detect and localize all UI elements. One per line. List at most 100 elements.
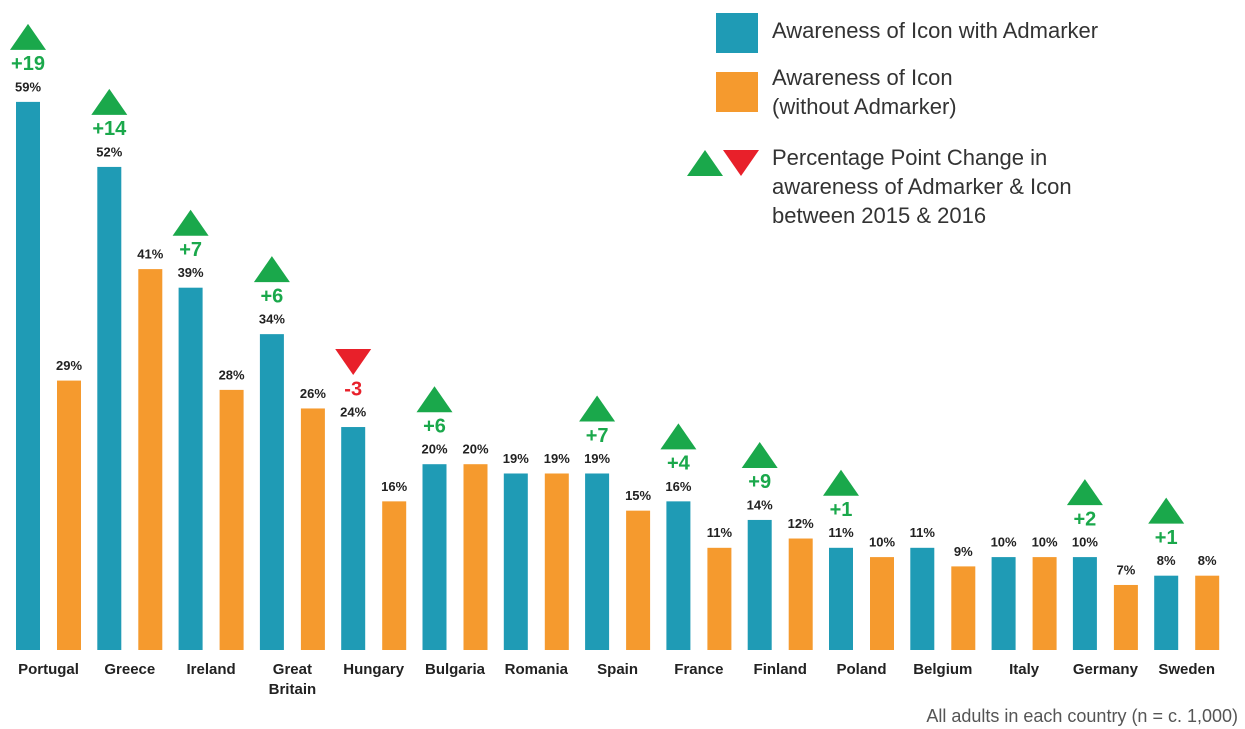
footnote: All adults in each country (n = c. 1,000… xyxy=(926,706,1238,726)
value-label: 11% xyxy=(707,525,733,540)
legend-swatch xyxy=(716,13,758,53)
value-label: 12% xyxy=(788,516,814,531)
value-label: 26% xyxy=(300,386,326,401)
bar xyxy=(666,501,691,650)
x-tick-label: Bulgaria xyxy=(425,661,486,678)
value-label: 29% xyxy=(56,358,82,373)
value-label: 10% xyxy=(869,535,895,550)
x-tick-label: Greece xyxy=(104,661,155,678)
x-tick-label: Italy xyxy=(1009,661,1040,678)
change-marker xyxy=(416,386,453,413)
value-label: 7% xyxy=(1117,562,1136,577)
value-label: 11% xyxy=(828,525,854,540)
change-marker xyxy=(1066,479,1103,506)
x-tick-label: Belgium xyxy=(913,661,972,678)
bar xyxy=(788,538,813,650)
bar xyxy=(626,510,651,650)
change-label: +4 xyxy=(667,453,691,475)
legend-label: Awareness of Icon (without Admarker) xyxy=(772,65,957,119)
bar xyxy=(1154,575,1179,650)
legend-marker xyxy=(723,150,759,176)
bar xyxy=(422,464,447,650)
legend-marker xyxy=(687,150,723,176)
change-label: -3 xyxy=(344,378,362,400)
legend-swatch xyxy=(716,72,758,112)
change-marker xyxy=(823,469,859,496)
legend-label: Percentage Point Change in awareness of A… xyxy=(772,145,1072,228)
value-label: 11% xyxy=(910,525,936,540)
legend-label: Awareness of Icon with Admarker xyxy=(772,18,1098,43)
change-label: +7 xyxy=(179,239,202,261)
value-label: 16% xyxy=(381,479,407,494)
bar xyxy=(259,334,284,650)
bar xyxy=(707,547,732,650)
value-label: 52% xyxy=(96,144,122,159)
bar xyxy=(503,473,528,650)
bar xyxy=(178,287,203,650)
change-marker xyxy=(91,88,128,115)
value-label: 19% xyxy=(584,451,610,466)
x-tick-label: Portugal xyxy=(18,661,79,678)
value-label: 14% xyxy=(747,497,773,512)
value-label: 10% xyxy=(1032,535,1058,550)
bar xyxy=(829,547,853,650)
value-label: 19% xyxy=(544,451,570,466)
change-label: +6 xyxy=(260,285,283,307)
x-tick-label: Germany xyxy=(1073,661,1139,678)
value-label: 15% xyxy=(625,488,651,503)
change-label: +6 xyxy=(423,415,446,437)
x-tick-label: Romania xyxy=(505,661,569,678)
change-label: +19 xyxy=(11,53,45,75)
bar xyxy=(1195,575,1220,650)
bar xyxy=(585,473,610,650)
x-tick-label: Hungary xyxy=(343,661,405,678)
change-label: +7 xyxy=(586,425,609,447)
change-label: +1 xyxy=(830,499,853,521)
change-marker xyxy=(1148,497,1185,524)
value-label: 20% xyxy=(421,442,447,457)
x-tick-label: Finland xyxy=(754,661,807,678)
bar xyxy=(97,166,122,651)
bar xyxy=(1113,584,1138,650)
change-marker xyxy=(10,23,46,50)
bar xyxy=(138,269,163,650)
change-marker xyxy=(335,349,372,376)
change-marker xyxy=(253,256,290,283)
bar xyxy=(870,557,894,650)
bar xyxy=(951,566,976,650)
value-label: 59% xyxy=(15,79,41,94)
x-tick-label: Ireland xyxy=(187,661,236,678)
value-label: 24% xyxy=(340,404,366,419)
bar xyxy=(910,547,935,650)
value-label: 10% xyxy=(991,535,1017,550)
bar xyxy=(991,557,1016,650)
value-label: 34% xyxy=(259,312,285,327)
bar xyxy=(219,389,244,650)
change-marker xyxy=(172,209,209,236)
value-label: 39% xyxy=(178,265,204,280)
bar xyxy=(341,427,366,650)
bar xyxy=(16,101,40,650)
bar xyxy=(382,501,407,650)
value-label: 10% xyxy=(1072,535,1098,550)
x-tick-label: Great Britain xyxy=(269,661,317,698)
x-tick-label: France xyxy=(674,661,723,678)
change-marker xyxy=(660,423,697,450)
bar xyxy=(747,519,772,650)
change-marker xyxy=(741,441,778,468)
x-tick-label: Sweden xyxy=(1158,661,1215,678)
change-label: +1 xyxy=(1155,527,1178,549)
value-label: 28% xyxy=(219,367,245,382)
change-marker xyxy=(579,395,616,422)
bar xyxy=(1032,557,1057,650)
bar xyxy=(57,380,81,650)
x-tick-label: Spain xyxy=(597,661,638,678)
change-label: +2 xyxy=(1073,508,1096,530)
bar xyxy=(544,473,569,650)
value-label: 19% xyxy=(503,451,529,466)
bar xyxy=(1072,557,1097,650)
value-label: 41% xyxy=(137,247,163,262)
x-tick-label: Poland xyxy=(836,661,886,678)
bar xyxy=(300,408,325,650)
